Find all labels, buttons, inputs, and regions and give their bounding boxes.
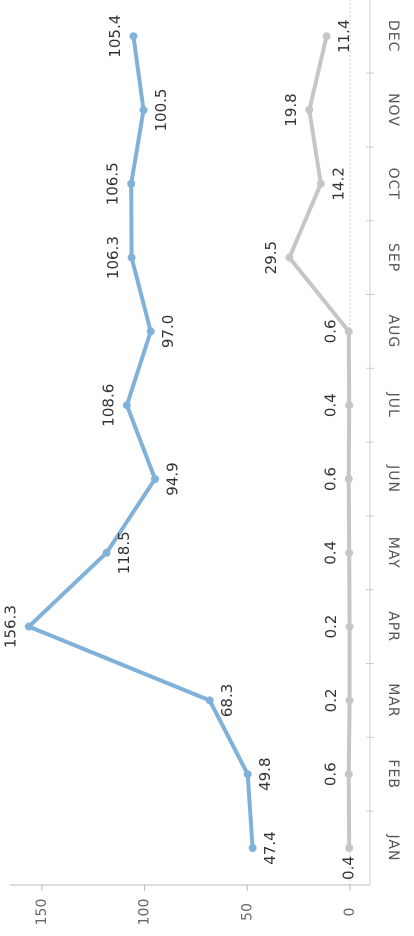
point: [322, 32, 331, 41]
point: [102, 548, 111, 557]
data-label: 68.3: [218, 684, 236, 717]
point: [139, 106, 148, 114]
point: [345, 622, 354, 631]
x-tick-label: FEB: [385, 759, 401, 789]
data-label: 0.6: [321, 319, 339, 343]
data-label: 11.4: [335, 19, 353, 52]
data-label: 97.0: [159, 315, 177, 348]
data-label: 49.8: [256, 757, 274, 790]
data-label: 29.5: [262, 241, 280, 274]
point: [344, 475, 353, 483]
data-label: 47.4: [261, 831, 279, 864]
data-label: 14.2: [329, 167, 347, 200]
point: [305, 106, 314, 114]
point: [122, 401, 131, 410]
point: [127, 253, 136, 262]
data-label: 0.2: [322, 688, 340, 712]
y-tick-label: 100: [137, 899, 153, 926]
point: [285, 253, 294, 262]
data-label: 0.4: [322, 393, 340, 417]
data-label: 106.5: [104, 162, 122, 205]
point: [345, 548, 354, 557]
point: [243, 770, 252, 779]
point: [129, 32, 138, 41]
point: [316, 179, 325, 188]
x-tick-label: JAN: [385, 834, 401, 862]
point: [345, 844, 354, 852]
point: [151, 475, 160, 483]
point: [146, 327, 155, 336]
y-tick-label: 150: [34, 899, 50, 926]
x-tick-label: NOV: [385, 93, 401, 127]
point: [345, 696, 354, 705]
x-tick-label: JUN: [385, 464, 401, 493]
data-label: 0.6: [321, 467, 339, 491]
y-tick-label: 0: [342, 908, 358, 917]
series-line: [287, 35, 352, 849]
point: [344, 327, 353, 336]
data-label: 94.9: [164, 462, 182, 495]
point: [344, 770, 353, 779]
data-label: 100.5: [152, 89, 170, 132]
data-label: 0.4: [322, 541, 340, 565]
data-label: 0.2: [322, 615, 340, 639]
point: [24, 622, 33, 631]
y-tick-label: 50: [239, 903, 255, 921]
x-tick-label: DEC: [385, 20, 401, 52]
x-tick-label: MAR: [385, 683, 401, 717]
data-label: 156.3: [1, 605, 19, 648]
x-tick-label: OCT: [385, 168, 401, 200]
x-tick-label: AUG: [385, 315, 401, 349]
data-label: 118.5: [115, 531, 133, 574]
series-line: [26, 35, 255, 849]
point: [127, 179, 136, 188]
data-label: 108.6: [99, 384, 117, 427]
point: [205, 696, 214, 705]
data-label: 106.3: [104, 236, 122, 279]
x-tick-label: SEP: [385, 243, 401, 272]
data-label: 0.6: [321, 762, 339, 786]
x-tick-label: APR: [385, 611, 401, 642]
point: [248, 844, 257, 852]
data-label: 105.4: [106, 15, 124, 58]
rotated-plot: 0 50 100 150 JAN FEB MAR APR MAY JUN JUL AUG SEP OCT N…: [1, 0, 401, 925]
x-tick-label: JUL: [385, 392, 401, 418]
data-label: 19.8: [282, 93, 300, 126]
point: [345, 401, 354, 410]
x-tick-label: MAY: [385, 537, 401, 569]
data-label: 0.4: [340, 856, 358, 880]
